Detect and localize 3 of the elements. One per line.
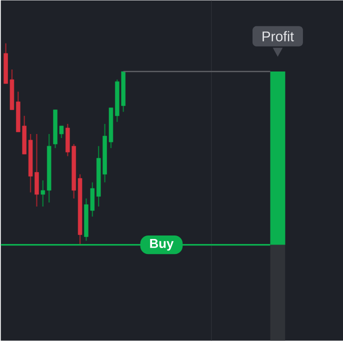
- band-label: Profit: [262, 31, 294, 42]
- ref-line-label: Buy: [150, 239, 174, 251]
- candlestick: [40, 180, 46, 208]
